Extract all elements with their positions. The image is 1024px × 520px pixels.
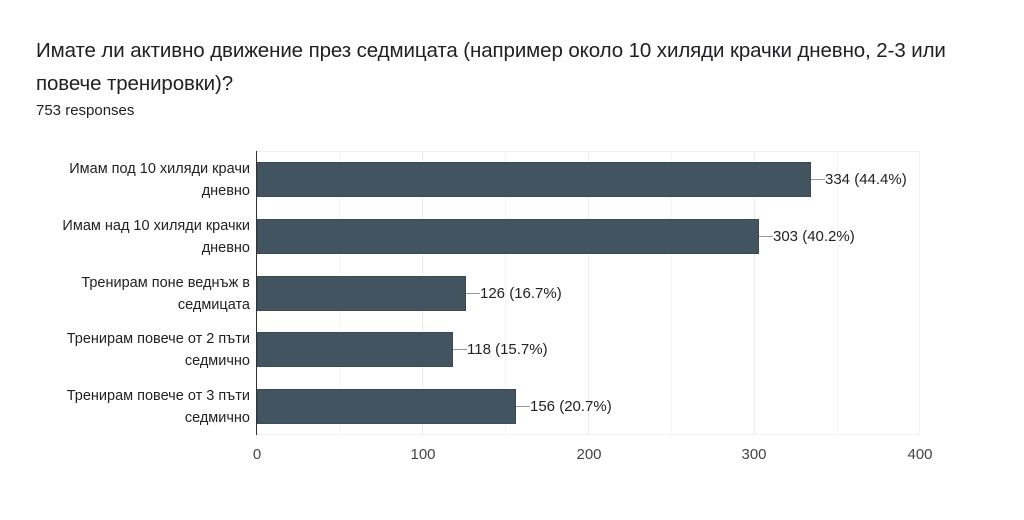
bar-value-label: 156 (20.7%) (530, 398, 612, 415)
label-connector (466, 293, 480, 294)
label-connector (516, 406, 530, 407)
bar-3[interactable] (257, 276, 466, 311)
y-axis-line (256, 151, 257, 435)
x-tick-100: 100 (410, 446, 436, 463)
bar-value-label: 334 (44.4%) (825, 171, 907, 188)
x-tick-200: 200 (576, 446, 602, 463)
label-connector (759, 236, 773, 237)
gridline-200 (588, 152, 589, 434)
bar-value-label: 126 (16.7%) (480, 285, 562, 302)
question-title: Имате ли активно движение през седмицата… (36, 39, 946, 95)
bar-1[interactable] (257, 162, 811, 197)
category-label: Тренирам повече от 2 пъти седмично (66, 331, 250, 369)
x-tick-0: 0 (252, 446, 262, 463)
bar-2[interactable] (257, 219, 759, 254)
category-label: Имам над 10 хиляди крачки дневно (62, 218, 250, 256)
gridline-350 (837, 152, 838, 434)
bar-5[interactable] (257, 389, 516, 424)
category-label: Тренирам повече от 3 пъти седмично (66, 388, 250, 426)
x-tick-400: 400 (907, 446, 933, 463)
gridline-300 (754, 152, 755, 434)
response-count: 753 responses (36, 102, 135, 119)
label-connector (811, 179, 825, 180)
bar-value-label: 303 (40.2%) (773, 228, 855, 245)
category-label: Тренирам поне веднъж в седмицата (81, 275, 250, 313)
category-label: Имам под 10 хиляди крачи дневно (69, 161, 250, 199)
bar-value-label: 118 (15.7%) (467, 341, 548, 358)
label-connector (453, 349, 467, 350)
bar-4[interactable] (257, 332, 453, 367)
gridline-150 (505, 152, 506, 434)
x-tick-300: 300 (741, 446, 767, 463)
gridline-250 (671, 152, 672, 434)
